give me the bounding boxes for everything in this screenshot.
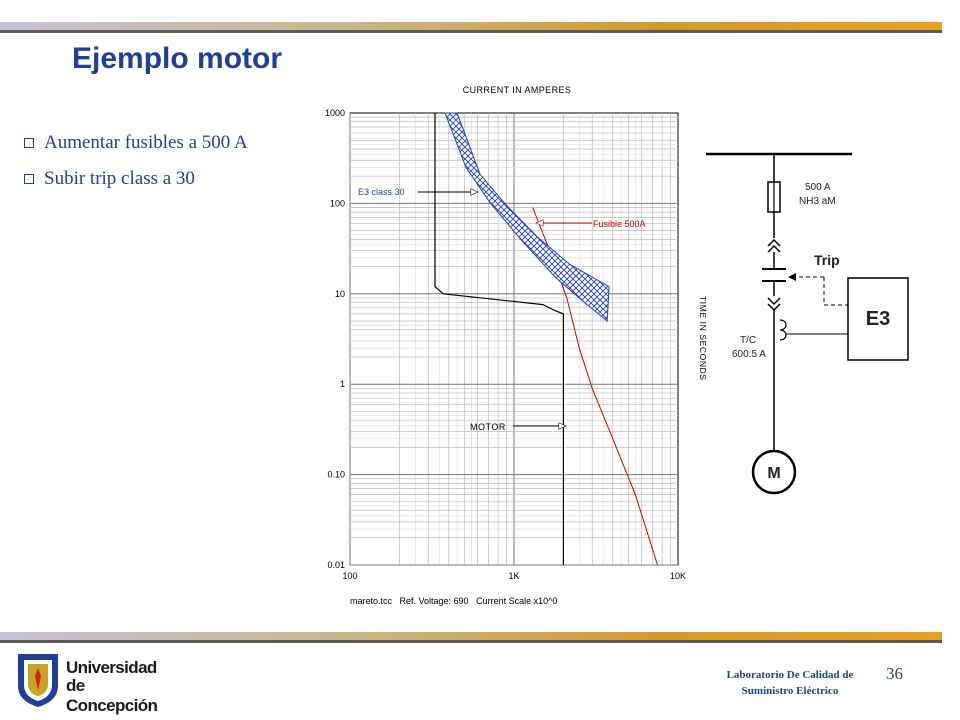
chart-annotations: E3 class 30 Fusible 500A MOTOR xyxy=(358,187,646,432)
slide-title: Ejemplo motor xyxy=(72,42,283,75)
ct-ratio-label: 600:5 A xyxy=(732,349,766,360)
lab-line2: Suministro Eléctrico xyxy=(741,685,839,697)
chart-curves xyxy=(434,112,658,566)
lab-footer: Laboratorio De Calidad de Suministro Elé… xyxy=(700,667,880,699)
e3-relay-label: E3 xyxy=(866,308,890,330)
university-shield-icon xyxy=(18,654,58,707)
trip-arrow-icon xyxy=(788,273,796,281)
contactor-lower-chevron-icon xyxy=(767,297,781,312)
bullet-item: Aumentar fusibles a 500 A xyxy=(24,130,248,156)
x-tick-label: 1K xyxy=(508,571,519,581)
chart-grid xyxy=(349,112,679,566)
fuse-type-label: NH3 aM xyxy=(799,196,836,207)
y-tick-label: 1000 xyxy=(325,108,345,118)
bullet-text: Subir trip class a 30 xyxy=(44,168,195,189)
university-name-line2: de Concepción xyxy=(66,676,158,715)
motor-icon xyxy=(751,449,797,495)
fuse-500a-label: Fusible 500A xyxy=(593,219,646,229)
chart-ylabel: TIME IN SECONDS xyxy=(698,296,708,381)
chart-ticks: 100 1K 10K 1000 100 10 1 0.10 0.01 xyxy=(325,108,686,581)
motor-label-text: MOTOR xyxy=(470,422,506,432)
square-bullet-icon xyxy=(24,174,34,184)
y-tick-label: 1 xyxy=(340,379,345,389)
top-decorative-bar xyxy=(0,22,942,33)
y-tick-label: 10 xyxy=(335,289,345,299)
y-tick-label: 100 xyxy=(330,198,345,208)
chart-title: CURRENT IN AMPERES xyxy=(463,85,572,95)
motor-curve xyxy=(434,113,564,565)
bottom-decorative-bar xyxy=(0,632,942,643)
trip-label: Trip xyxy=(814,252,840,268)
x-tick-label: 10K xyxy=(670,571,686,581)
contactor-upper-chevron-icon xyxy=(767,238,781,253)
university-logo: Universidad de Concepción xyxy=(14,652,174,715)
motor-label: M xyxy=(767,465,780,482)
x-tick-label: 100 xyxy=(342,571,357,581)
y-tick-label: 0.01 xyxy=(327,560,345,570)
bullet-list: Aumentar fusibles a 500 A Subir trip cla… xyxy=(24,130,248,202)
bullet-text: Aumentar fusibles a 500 A xyxy=(44,132,248,153)
page-number: 36 xyxy=(886,664,903,683)
current-transformer-icon xyxy=(779,319,787,341)
university-name-line1: Universidad xyxy=(66,658,157,677)
e3-class-30-band xyxy=(444,112,610,323)
y-tick-label: 0.10 xyxy=(327,470,345,480)
ct-label: T/C xyxy=(740,335,756,346)
e3-class-30-label: E3 class 30 xyxy=(358,187,405,197)
e3-relay-box xyxy=(847,277,909,361)
fuse-rating-label: 500 A xyxy=(805,182,831,193)
square-bullet-icon xyxy=(24,138,34,148)
bullet-item: Subir trip class a 30 xyxy=(24,166,248,192)
chart-footer: mareto.tcc Ref. Voltage: 690 Current Sca… xyxy=(350,596,557,606)
lab-line1: Laboratorio De Calidad de xyxy=(726,669,854,681)
